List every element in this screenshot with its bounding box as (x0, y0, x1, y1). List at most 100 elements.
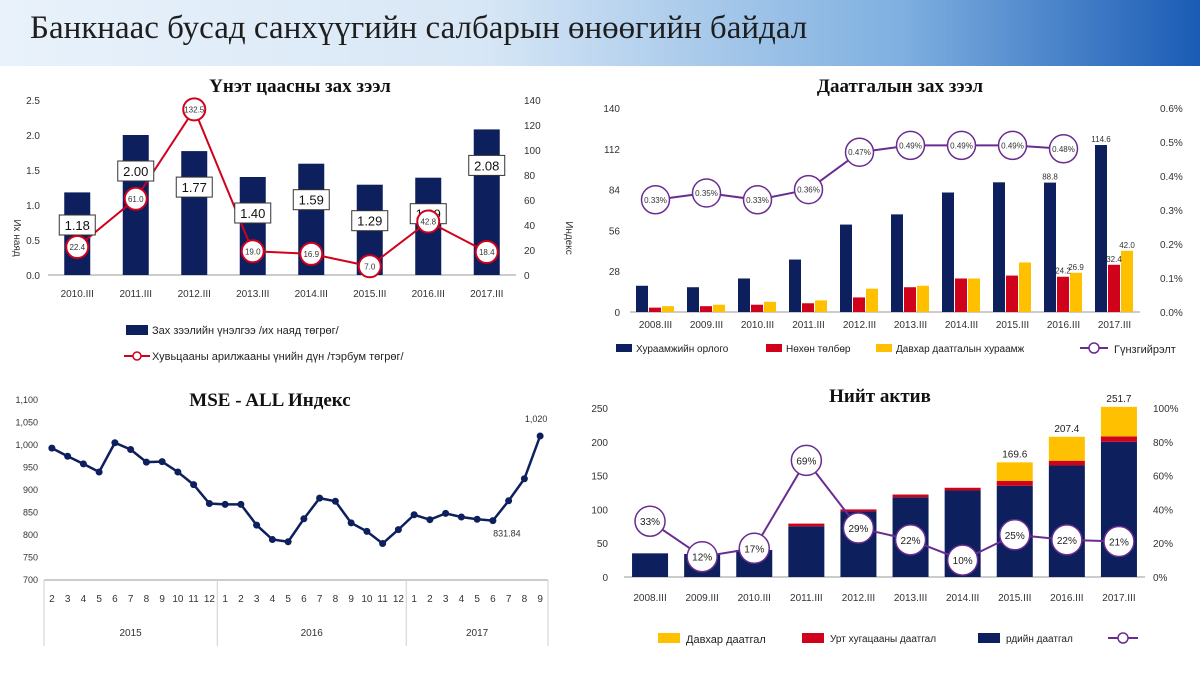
legend-label: Урт хугацааны даатгал (830, 634, 936, 645)
line-marker (363, 527, 371, 535)
bar-segment (996, 481, 1033, 486)
x-tick-label: 2017.III (470, 289, 503, 300)
y2-tick-label: 0.3% (1160, 206, 1183, 217)
x-tick-label: 2012.III (842, 593, 875, 604)
line-marker (174, 468, 182, 476)
line-marker (65, 235, 90, 259)
x-tick-label: 3 (65, 594, 71, 605)
x-tick-label: 11 (188, 594, 199, 605)
line-series (76, 107, 488, 268)
line-marker (520, 475, 528, 483)
data-label: 29% (848, 524, 868, 535)
bar-segment (1048, 465, 1085, 577)
bar (764, 301, 776, 312)
chart-title: Үнэт цаасны зах зээл (209, 76, 391, 97)
y-axis-label: Их наяд (11, 219, 22, 256)
x-tick-label: 8 (144, 594, 150, 605)
data-label: 88.8 (1042, 173, 1058, 182)
x-tick-label: 9 (348, 594, 354, 605)
bar-segment (1048, 436, 1085, 461)
y-tick-label: 0 (614, 308, 620, 319)
y2-tick-label: 140 (524, 96, 541, 107)
line-marker (284, 538, 292, 546)
bar (815, 300, 827, 312)
line-marker (237, 500, 245, 508)
x-tick-label: 6 (301, 594, 307, 605)
x-tick-label: 2009.III (685, 593, 718, 604)
y2-tick-label: 0 (524, 271, 530, 282)
bar (789, 259, 801, 312)
y2-tick-label: 0% (1153, 573, 1168, 584)
y2-tick-label: 0.2% (1160, 240, 1183, 251)
y2-tick-label: 0.1% (1160, 274, 1183, 285)
y-tick-label: 250 (591, 404, 608, 415)
x-tick-label: 7 (506, 594, 512, 605)
line-marker (536, 432, 544, 440)
x-tick-label: 9 (159, 594, 165, 605)
legend: Хураамжийн орлого Нөхөн төлбөр Давхар да… (616, 342, 1176, 356)
bar-segment (996, 462, 1033, 482)
header-banner: Банкнаас бусад санхүүгийн салбарын өнөөг… (0, 0, 1200, 66)
data-label: 25% (1005, 531, 1025, 542)
x-tick-label: 6 (112, 594, 118, 605)
line-marker (946, 130, 977, 161)
securities-market-chart: Үнэт цаасны зах зээл Их наяд Индекс 0.0 0… (11, 76, 574, 363)
line-marker (240, 239, 265, 264)
x-tick-label: 2013.III (894, 593, 927, 604)
bar (1019, 262, 1031, 312)
data-label: 0.33% (746, 196, 769, 205)
y-tick-label: 2.0 (26, 131, 40, 142)
line-marker (158, 458, 166, 466)
data-label: 1,020 (525, 414, 548, 424)
line-marker (182, 97, 207, 122)
line-marker (1051, 524, 1083, 556)
bar (649, 307, 661, 312)
legend-swatch-marker (1088, 342, 1100, 354)
bar-segment (944, 487, 981, 491)
line-marker (347, 519, 355, 527)
data-label: 32.4 (1106, 255, 1122, 264)
bar (866, 288, 878, 312)
data-label: 21% (1109, 538, 1129, 549)
line-marker (253, 521, 261, 529)
data-label: 207.4 (1054, 424, 1079, 435)
line-marker (473, 515, 481, 523)
data-label: 42.0 (1119, 241, 1135, 250)
bar (904, 287, 916, 312)
bar (700, 306, 712, 312)
line-marker (1048, 134, 1079, 164)
bar (181, 151, 208, 275)
x-tick-label: 10 (172, 594, 184, 605)
data-label: 132.5 (184, 105, 205, 114)
x-tick-label: 2015.III (996, 320, 1029, 331)
bar (840, 224, 852, 312)
y-tick-label: 1,050 (15, 418, 38, 428)
y-tick-label: 1,000 (15, 440, 38, 450)
legend-swatch-bar (126, 325, 148, 335)
bar (1070, 272, 1082, 312)
line-marker (299, 241, 324, 266)
data-label-box (175, 176, 213, 198)
x-tick-label: 2015.III (353, 289, 386, 300)
y2-tick-label: 0.6% (1160, 104, 1183, 115)
data-label: 69% (796, 456, 816, 467)
x-tick-label: 2 (427, 594, 433, 605)
insurance-market-chart: Даатгалын зах зээл 0 28 56 84 112 140 0.0% 0.1%… (603, 76, 1183, 356)
data-label: 0.49% (1001, 141, 1024, 150)
page-title: Банкнаас бусад санхүүгийн салбарын өнөөг… (30, 10, 808, 46)
bar (955, 278, 967, 312)
chart-title: Нийт актив (829, 386, 931, 407)
bar (891, 214, 903, 312)
y-tick-label: 84 (609, 186, 621, 197)
legend-label: Хураамжийн орлого (636, 344, 729, 355)
x-tick-label: 2012.III (178, 289, 211, 300)
x-tick-label: 2015.III (998, 593, 1031, 604)
y2-tick-label: 120 (524, 121, 541, 132)
line-marker (793, 174, 824, 205)
data-label: 169.6 (1002, 449, 1027, 460)
data-label: 42.8 (420, 218, 436, 227)
line-marker (190, 481, 198, 489)
x-tick-label: 5 (474, 594, 480, 605)
x-tick-label: 12 (393, 594, 405, 605)
data-label: 0.49% (950, 141, 973, 150)
